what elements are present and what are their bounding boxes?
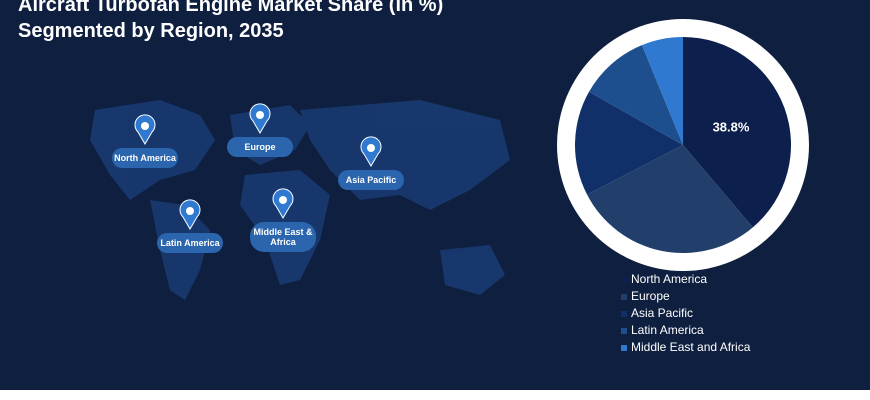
map-pin-dot <box>186 207 194 215</box>
legend-label: Latin America <box>631 323 704 337</box>
map-region-label: Middle East & Africa <box>250 222 316 252</box>
legend-swatch <box>621 294 627 300</box>
pie-slice <box>641 37 683 145</box>
map-pin-dot <box>367 144 375 152</box>
legend-swatch <box>621 311 627 317</box>
legend-swatch <box>621 328 627 334</box>
map-pin-dot <box>141 122 149 130</box>
map-region-label: Latin America <box>157 233 223 253</box>
data-label: 38.8% <box>713 119 750 134</box>
pie-slice <box>683 37 791 228</box>
map-region-label: Europe <box>227 137 293 157</box>
legend-label: North America <box>631 272 707 286</box>
legend-label: Europe <box>631 289 670 303</box>
legend-label: Middle East and Africa <box>631 340 751 354</box>
chart-subtitle: Segmented by Region, 2035 <box>18 20 284 42</box>
pie-slice <box>575 91 683 195</box>
pie-slice <box>589 45 683 146</box>
pie-slice <box>587 145 753 253</box>
legend-swatch <box>621 345 627 351</box>
chart-title: Aircraft Turbofan Engine Market Share (i… <box>18 0 444 16</box>
legend-swatch <box>621 277 627 283</box>
map-pin-dot <box>279 196 287 204</box>
map-region-label: North America <box>112 148 178 168</box>
map-pin-dot <box>256 111 264 119</box>
map-region-label: Asia Pacific <box>338 170 404 190</box>
legend-label: Asia Pacific <box>631 306 693 320</box>
footer-strip <box>0 390 870 400</box>
